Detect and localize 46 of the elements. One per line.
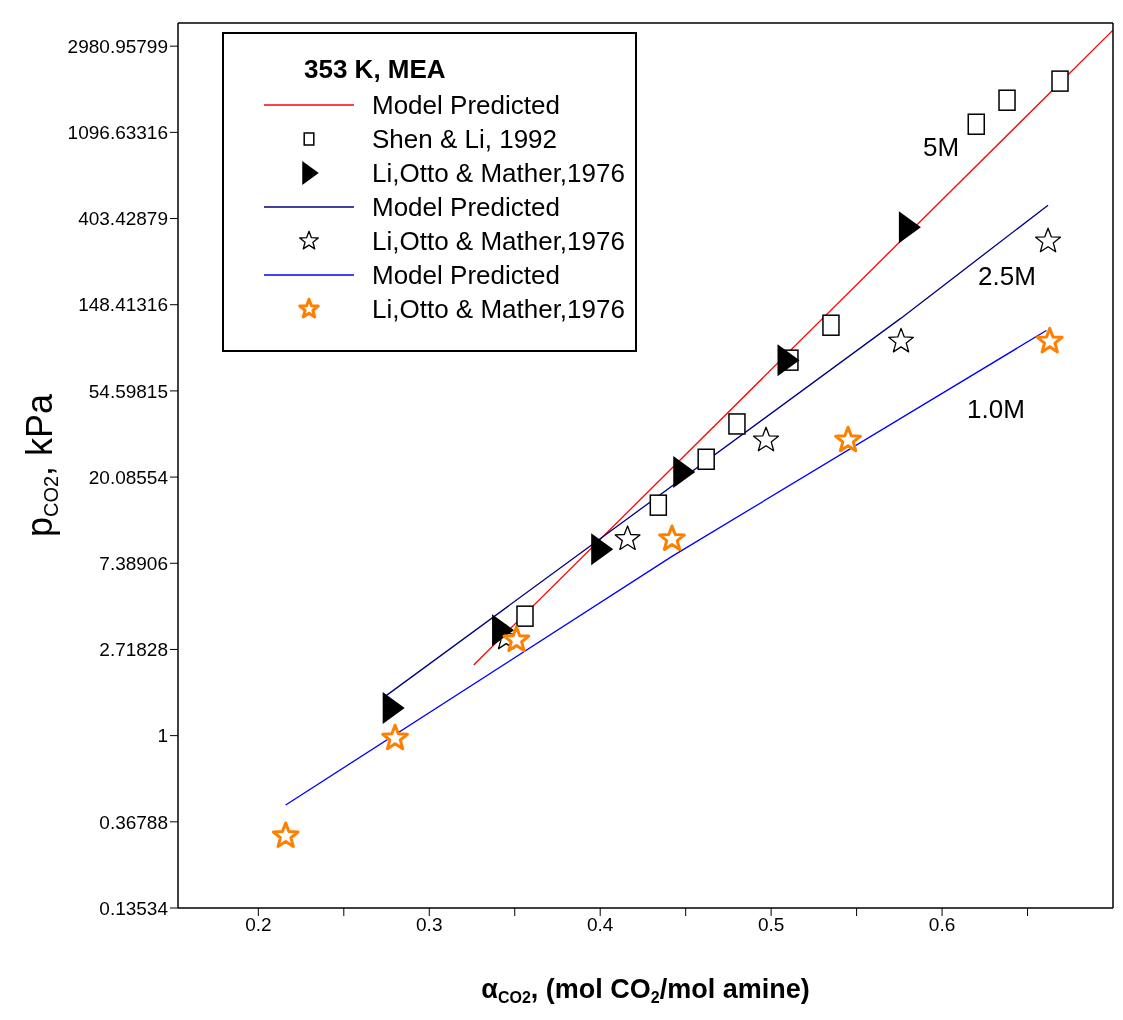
- y-tick-label: 0.13534: [99, 897, 169, 919]
- point: [1035, 326, 1064, 354]
- y-tick-label: 1096.63316: [67, 122, 168, 144]
- x-tick-label: 0.6: [928, 914, 956, 936]
- point: [998, 89, 1016, 111]
- x-axis-title: α$_{CO2}$, (mol CO$_{2}$/mol amine): [481, 974, 810, 1006]
- x-tick-label: 0.3: [416, 914, 443, 936]
- legend-label: Model Predicted: [372, 89, 560, 122]
- point: [502, 625, 531, 653]
- point: [381, 723, 409, 751]
- point: [728, 413, 746, 435]
- annotation: 5M: [923, 132, 960, 163]
- x-tick-label: 0.2: [245, 914, 272, 936]
- point: [271, 821, 300, 849]
- point: [614, 525, 641, 551]
- x-tick-label: 0.5: [757, 914, 785, 936]
- point: [516, 605, 534, 627]
- y-tick-label: 1: [157, 725, 168, 747]
- y-tick-label: 7.38906: [99, 553, 168, 575]
- point: [752, 426, 780, 452]
- point: [658, 524, 686, 551]
- y-tick-label: 2.71828: [99, 639, 168, 661]
- legend-label: Li,Otto & Mather,1976: [372, 225, 625, 258]
- legend-label: Li,Otto & Mather,1976: [372, 157, 625, 190]
- legend-title: 353 K, MEA: [303, 53, 447, 86]
- point: [1051, 70, 1069, 92]
- legend-label: Model Predicted: [372, 191, 560, 224]
- y-tick-label: 0.36788: [99, 811, 168, 833]
- legend-label: Model Predicted: [372, 259, 560, 292]
- annotation: 1.0M: [967, 394, 1025, 425]
- y-tick-label: 54.59815: [88, 380, 168, 402]
- y-tick-label: 2980.95799: [67, 35, 168, 57]
- point: [822, 314, 840, 336]
- legend-label: Shen & Li, 1992: [372, 123, 558, 156]
- point: [1035, 227, 1062, 253]
- point: [888, 327, 915, 353]
- point: [649, 494, 668, 516]
- legend-label: Li,Otto & Mather,1976: [372, 293, 625, 326]
- point: [967, 113, 985, 135]
- y-tick-label: 20.08554: [88, 466, 169, 488]
- annotation: 2.5M: [978, 261, 1036, 292]
- point: [834, 425, 862, 453]
- point: [697, 448, 715, 471]
- x-tick-label: 0.4: [586, 914, 614, 936]
- y-tick-label: 148.41316: [78, 294, 168, 316]
- y-tick-label: 403.42879: [78, 208, 168, 230]
